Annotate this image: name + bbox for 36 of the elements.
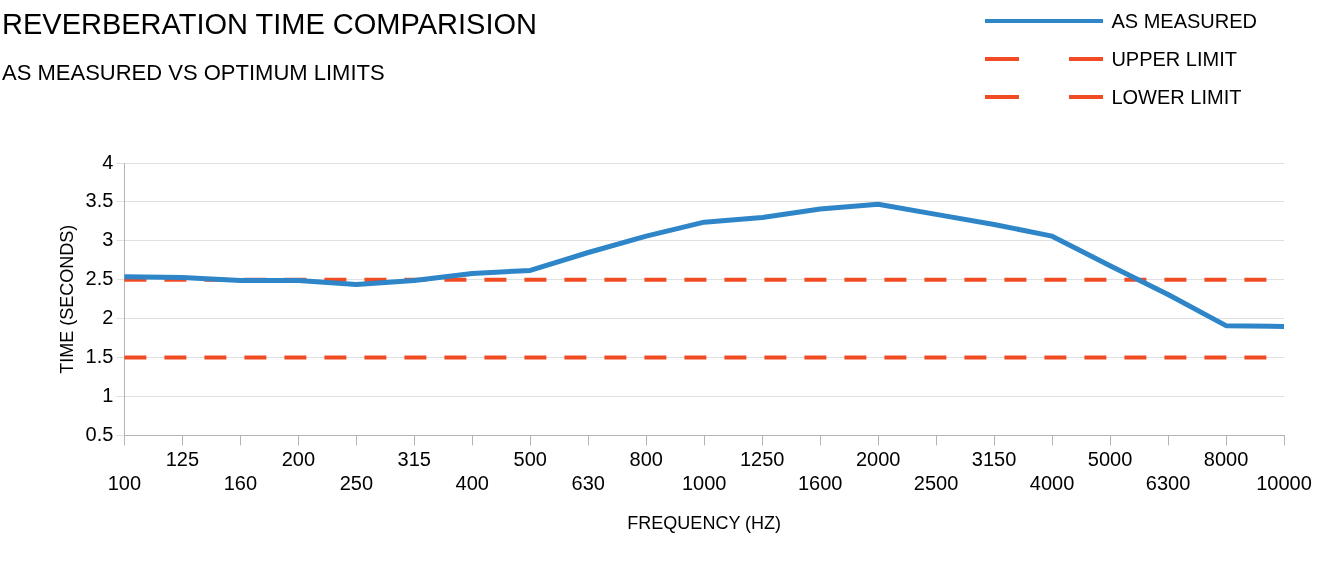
y-tick-label: 2.5 (85, 267, 114, 290)
y-tick-label: 3.5 (85, 189, 114, 212)
x-tick-label: 200 (281, 447, 316, 470)
x-tick-label: 630 (571, 471, 605, 494)
x-tick-label: 2000 (855, 447, 901, 470)
legend-label: LOWER LIMIT (1111, 85, 1242, 109)
x-tick-label: 1600 (797, 471, 843, 494)
x-tick-label: 250 (339, 471, 374, 494)
legend-label: AS MEASURED (1111, 9, 1257, 33)
x-tick-label: 400 (455, 471, 489, 494)
x-tick-label: 10000 (1256, 471, 1312, 494)
x-tick-label: 2500 (913, 471, 959, 494)
x-tick-label: 6300 (1145, 471, 1191, 494)
x-tick-label: 315 (397, 447, 431, 470)
y-tick-label: 1.5 (85, 345, 114, 368)
x-tick-label: 800 (629, 447, 663, 470)
x-tick-label: 500 (513, 447, 547, 470)
y-tick-label: 4 (102, 150, 114, 173)
y-tick-label: 2 (102, 306, 114, 329)
x-tick-label: 1000 (681, 471, 727, 494)
x-tick-label: 8000 (1203, 447, 1249, 470)
legend-label: UPPER LIMIT (1111, 47, 1237, 71)
y-tick-label: 1 (102, 384, 114, 406)
chart-title: REVERBERATION TIME COMPARISION (2, 8, 537, 41)
x-tick-label: 5000 (1087, 447, 1133, 470)
x-tick-label: 160 (223, 471, 258, 494)
x-tick-label: 100 (107, 471, 142, 494)
x-tick-label: 125 (165, 447, 200, 470)
x-tick-label: 3150 (971, 447, 1017, 470)
chart-subtitle: AS MEASURED VS OPTIMUM LIMITS (2, 60, 385, 86)
y-tick-label: 3 (102, 228, 114, 251)
y-axis-title: TIME (SECONDS) (56, 224, 77, 374)
x-tick-label: 4000 (1029, 471, 1075, 494)
x-tick-label: 1250 (739, 447, 785, 470)
y-tick-label: 0.5 (85, 422, 114, 445)
x-axis-title: FREQUENCY (HZ) (627, 513, 782, 534)
